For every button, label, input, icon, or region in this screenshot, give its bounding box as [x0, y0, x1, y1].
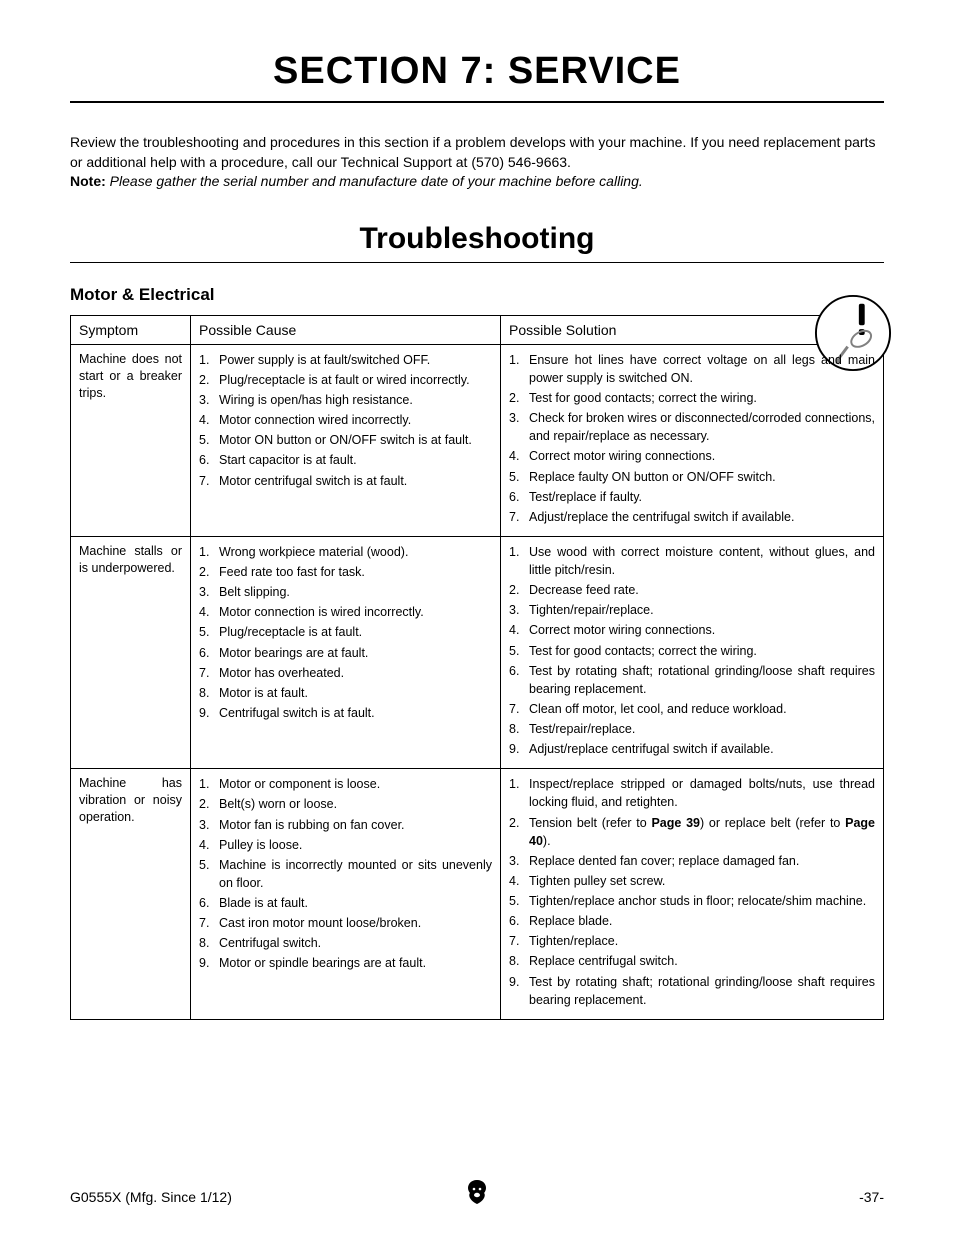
cause-item: 6.Motor bearings are at fault.: [199, 644, 492, 662]
symptom-cell: Machine does not start or a breaker trip…: [71, 344, 191, 536]
cause-item: 4.Pulley is loose.: [199, 836, 492, 854]
symptom-cell: Machine has vibration or noisy operation…: [71, 769, 191, 1020]
solution-item: 7.Clean off motor, let cool, and reduce …: [509, 700, 875, 718]
cause-item: 5.Machine is incorrectly mounted or sits…: [199, 856, 492, 892]
cause-item: 5.Plug/receptacle is at fault.: [199, 623, 492, 641]
motor-electrical-heading: Motor & Electrical: [70, 285, 884, 305]
solution-item: 4.Correct motor wiring connections.: [509, 621, 875, 639]
cause-item: 1.Wrong workpiece material (wood).: [199, 543, 492, 561]
solution-cell: 1.Ensure hot lines have correct voltage …: [501, 344, 884, 536]
intro-text: Review the troubleshooting and procedure…: [70, 134, 875, 170]
solution-cell: 1.Inspect/replace stripped or damaged bo…: [501, 769, 884, 1020]
section-title: SECTION 7: SERVICE: [70, 50, 884, 93]
intro-paragraph: Review the troubleshooting and procedure…: [70, 133, 884, 192]
solution-item: 1.Use wood with correct moisture content…: [509, 543, 875, 579]
solution-item: 2.Tension belt (refer to Page 39) or rep…: [509, 814, 875, 850]
cause-item: 3.Motor fan is rubbing on fan cover.: [199, 816, 492, 834]
cause-item: 7.Motor centrifugal switch is at fault.: [199, 472, 492, 490]
cause-item: 6.Blade is at fault.: [199, 894, 492, 912]
solution-item: 5.Test for good contacts; correct the wi…: [509, 642, 875, 660]
solution-item: 2.Test for good contacts; correct the wi…: [509, 389, 875, 407]
solution-item: 9.Adjust/replace centrifugal switch if a…: [509, 740, 875, 758]
note-text: Please gather the serial number and manu…: [106, 173, 643, 189]
note-label: Note:: [70, 173, 106, 189]
solution-item: 5.Replace faulty ON button or ON/OFF swi…: [509, 468, 875, 486]
cause-cell: 1.Power supply is at fault/switched OFF.…: [191, 344, 501, 536]
solution-item: 5.Tighten/replace anchor studs in floor;…: [509, 892, 875, 910]
solution-cell: 1.Use wood with correct moisture content…: [501, 536, 884, 768]
cause-item: 8.Motor is at fault.: [199, 684, 492, 702]
cause-item: 4.Motor connection wired incorrectly.: [199, 411, 492, 429]
solution-item: 1.Ensure hot lines have correct voltage …: [509, 351, 875, 387]
cause-item: 9.Motor or spindle bearings are at fault…: [199, 954, 492, 972]
solution-item: 6.Test/replace if faulty.: [509, 488, 875, 506]
solution-item: 3.Replace dented fan cover; replace dama…: [509, 852, 875, 870]
troubleshooting-table: Symptom Possible Cause Possible Solution…: [70, 315, 884, 1020]
solution-item: 2.Decrease feed rate.: [509, 581, 875, 599]
solution-item: 6.Test by rotating shaft; rotational gri…: [509, 662, 875, 698]
cause-item: 5.Motor ON button or ON/OFF switch is at…: [199, 431, 492, 449]
solution-item: 8.Replace centrifugal switch.: [509, 952, 875, 970]
cause-cell: 1.Wrong workpiece material (wood). 2.Feed…: [191, 536, 501, 768]
cause-item: 1.Motor or component is loose.: [199, 775, 492, 793]
header-symptom: Symptom: [71, 315, 191, 344]
solution-item: 4.Correct motor wiring connections.: [509, 447, 875, 465]
footer-page-number: -37-: [859, 1189, 884, 1205]
manual-page: SECTION 7: SERVICE Review the troublesho…: [0, 0, 954, 1235]
cause-item: 4.Motor connection is wired incorrectly.: [199, 603, 492, 621]
solution-item: 1.Inspect/replace stripped or damaged bo…: [509, 775, 875, 811]
footer-logo-icon: [463, 1178, 491, 1209]
table-row: Machine has vibration or noisy operation…: [71, 769, 884, 1020]
cause-item: 2.Plug/receptacle is at fault or wired i…: [199, 371, 492, 389]
table-row: Machine stalls or is underpowered.1.Wron…: [71, 536, 884, 768]
table-header-row: Symptom Possible Cause Possible Solution: [71, 315, 884, 344]
cause-item: 3.Wiring is open/has high resistance.: [199, 391, 492, 409]
cause-item: 6.Start capacitor is at fault.: [199, 451, 492, 469]
solution-item: 9.Test by rotating shaft; rotational gri…: [509, 973, 875, 1009]
cause-item: 2.Belt(s) worn or loose.: [199, 795, 492, 813]
cause-item: 7.Cast iron motor mount loose/broken.: [199, 914, 492, 932]
cause-item: 9.Centrifugal switch is at fault.: [199, 704, 492, 722]
solution-item: 8.Test/repair/replace.: [509, 720, 875, 738]
footer-model: G0555X (Mfg. Since 1/12): [70, 1189, 232, 1205]
solution-item: 3.Check for broken wires or disconnected…: [509, 409, 875, 445]
header-cause: Possible Cause: [191, 315, 501, 344]
cause-item: 2.Feed rate too fast for task.: [199, 563, 492, 581]
cause-item: 1.Power supply is at fault/switched OFF.: [199, 351, 492, 369]
title-rule: [70, 101, 884, 103]
troubleshooting-heading: Troubleshooting: [70, 222, 884, 256]
table-body: Machine does not start or a breaker trip…: [71, 344, 884, 1019]
cause-item: 8.Centrifugal switch.: [199, 934, 492, 952]
solution-item: 4.Tighten pulley set screw.: [509, 872, 875, 890]
cause-cell: 1.Motor or component is loose. 2.Belt(s) …: [191, 769, 501, 1020]
page-footer: G0555X (Mfg. Since 1/12) -37-: [70, 1189, 884, 1205]
subtitle-rule: [70, 262, 884, 263]
solution-item: 7.Adjust/replace the centrifugal switch …: [509, 508, 875, 526]
solution-item: 7.Tighten/replace.: [509, 932, 875, 950]
solution-item: 3.Tighten/repair/replace.: [509, 601, 875, 619]
cause-item: 3.Belt slipping.: [199, 583, 492, 601]
symptom-cell: Machine stalls or is underpowered.: [71, 536, 191, 768]
cause-item: 7.Motor has overheated.: [199, 664, 492, 682]
table-row: Machine does not start or a breaker trip…: [71, 344, 884, 536]
solution-item: 6.Replace blade.: [509, 912, 875, 930]
